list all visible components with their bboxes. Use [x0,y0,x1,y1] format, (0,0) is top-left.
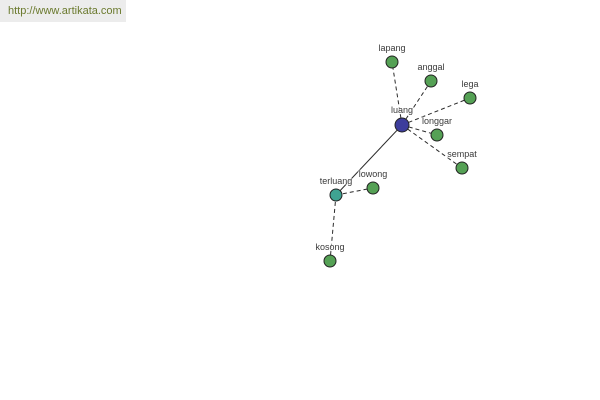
url-watermark-bar: http://www.artikata.com [0,0,126,22]
graph-node-lapang[interactable] [385,55,399,69]
graph-edge-luang-anggal [401,80,432,126]
graph-node-longgar[interactable] [430,128,444,142]
graph-node-lowong[interactable] [366,181,380,195]
graph-node-label-sempat[interactable]: sempat [447,149,477,159]
graph-node-label-terluang[interactable]: terluang [319,176,353,186]
graph-edge-luang-terluang [335,124,403,196]
graph-node-anggal[interactable] [424,74,438,88]
graph-node-label-lapang[interactable]: lapang [378,43,406,53]
graph-node-label-kosong[interactable]: kosong [315,242,345,252]
graph-node-terluang[interactable] [329,188,343,202]
graph-node-label-longgar[interactable]: longgar [421,116,453,126]
graph-node-label-luang[interactable]: luang [390,105,414,115]
graph-edge-luang-lega [401,97,471,126]
graph-edge-luang-lapang [391,61,403,126]
graph-node-sempat[interactable] [455,161,469,175]
graph-edge-luang-sempat [401,124,463,169]
graph-node-kosong[interactable] [323,254,337,268]
url-watermark-text: http://www.artikata.com [8,5,122,17]
graph-node-lega[interactable] [463,91,477,105]
graph-node-label-lowong[interactable]: lowong [358,169,388,179]
graph-node-label-anggal[interactable]: anggal [417,62,445,72]
graph-node-luang[interactable] [394,117,410,133]
graph-node-label-lega[interactable]: lega [461,79,479,89]
